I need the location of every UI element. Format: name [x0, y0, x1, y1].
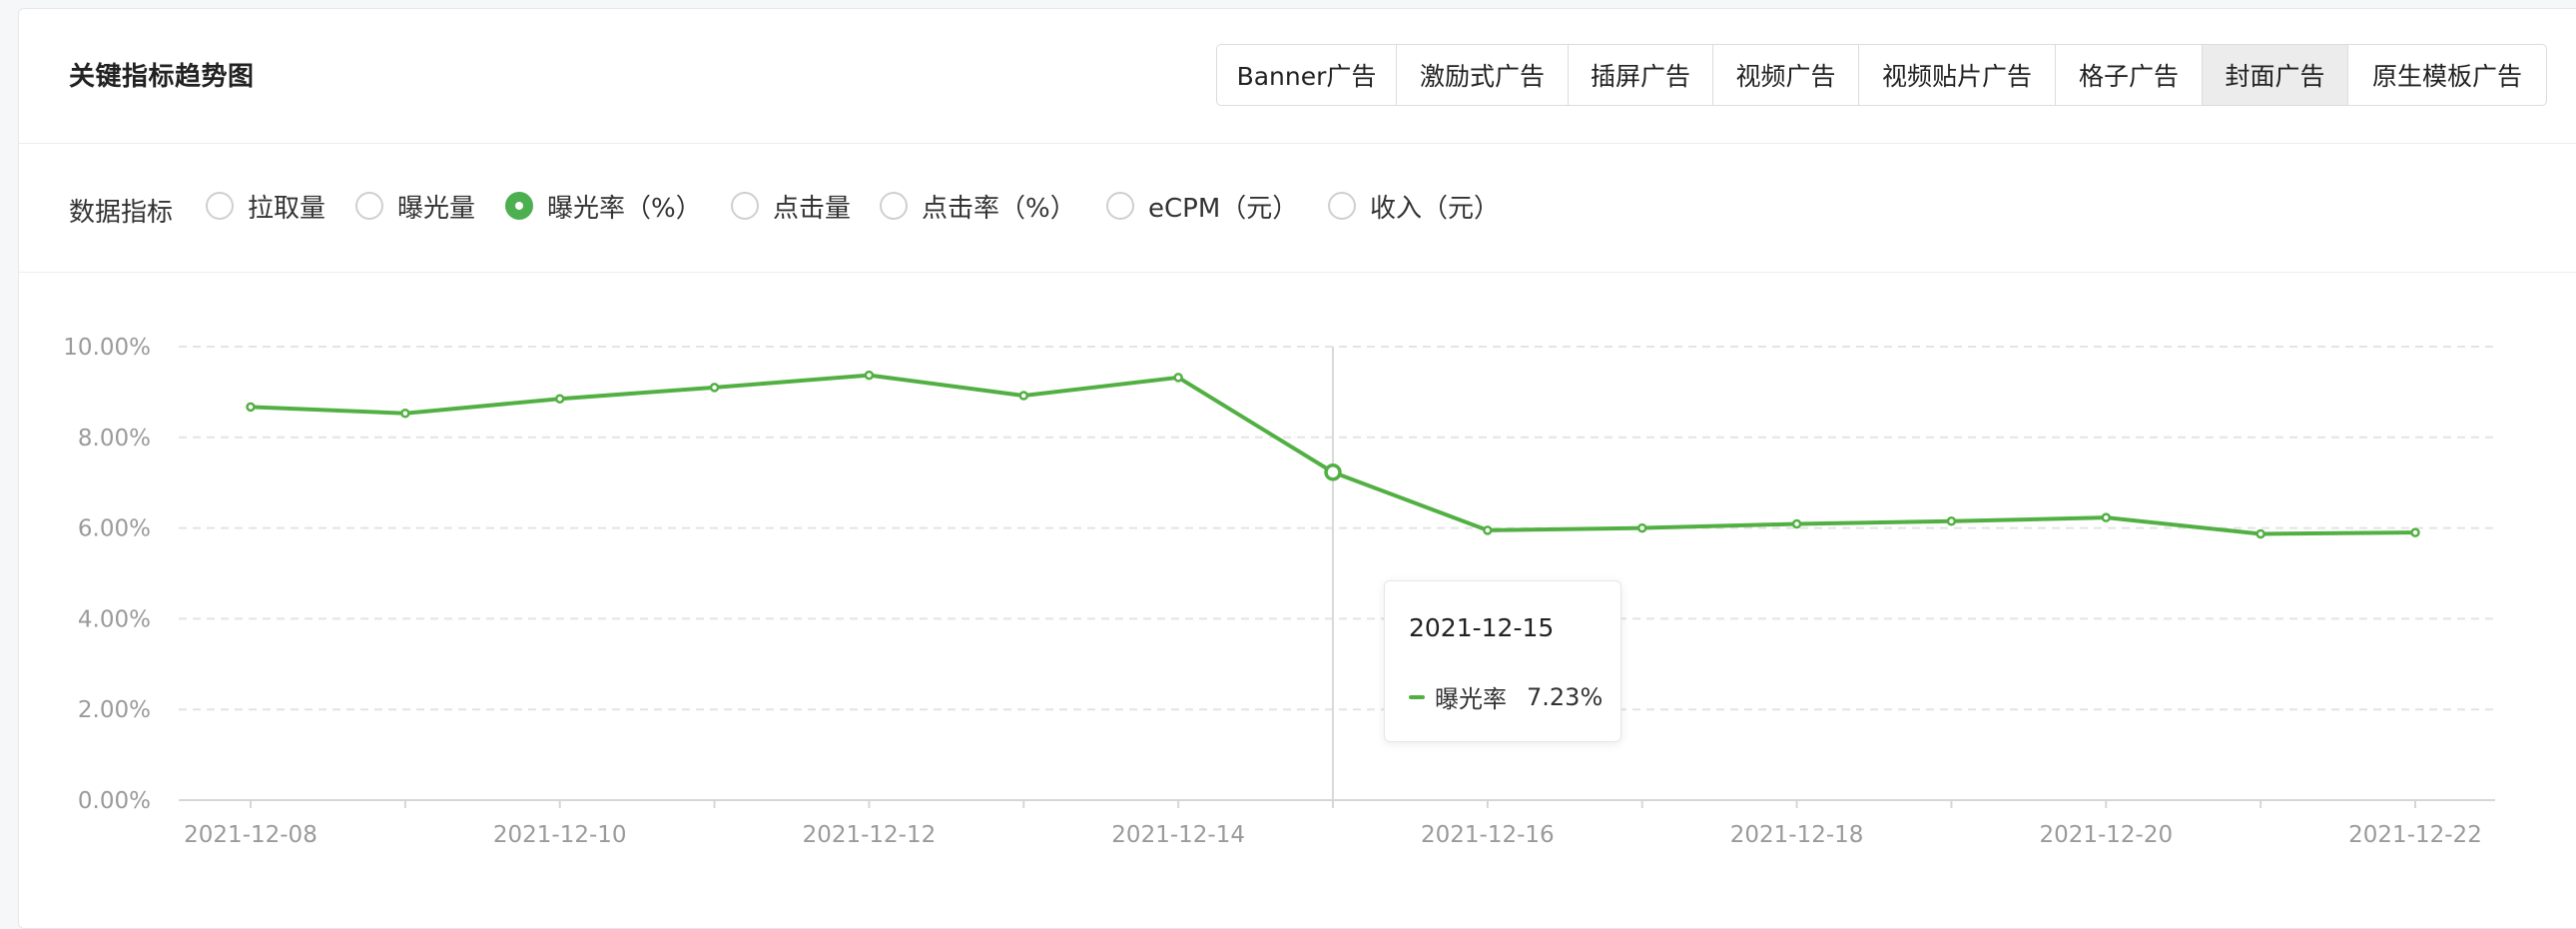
radio-label: 曝光量: [397, 193, 476, 224]
tooltip-row: 曝光率 7.23%: [1409, 679, 1603, 714]
tab-interstitial-ad[interactable]: 插屏广告: [1569, 45, 1713, 105]
x-tick-label: 2021-12-10: [493, 822, 627, 848]
ad-type-tabs: Banner广告 激励式广告 插屏广告 视频广告 视频贴片广告 格子广告 封面广…: [1216, 44, 2547, 106]
metric-selector: 数据指标 拉取量 曝光量 曝光率（%） 点击量 点击率（%） eCPM（元） 收…: [19, 144, 2576, 273]
tooltip-date: 2021-12-15: [1409, 613, 1555, 642]
y-tick-label: 10.00%: [63, 335, 151, 361]
data-point: [2255, 528, 2265, 539]
data-point: [2101, 512, 2112, 522]
radio-label: 曝光率（%）: [547, 193, 702, 224]
page-title: 关键指标趋势图: [69, 62, 255, 92]
x-tick-label: 2021-12-14: [1111, 822, 1245, 848]
tab-grid-ad[interactable]: 格子广告: [2056, 45, 2203, 105]
radio-circle-icon: [1106, 192, 1134, 220]
data-point: [1946, 516, 1957, 526]
chart-tooltip: 2021-12-15 曝光率 7.23%: [1384, 580, 1621, 742]
data-point: [2410, 527, 2420, 537]
trend-card: 关键指标趋势图 Banner广告 激励式广告 插屏广告 视频广告 视频贴片广告 …: [18, 8, 2576, 929]
highlighted-data-point: [1324, 464, 1342, 481]
x-tick-label: 2021-12-16: [1421, 822, 1555, 848]
data-point: [864, 370, 875, 381]
data-point: [554, 394, 565, 404]
tab-rewarded-ad[interactable]: 激励式广告: [1397, 45, 1569, 105]
card-header: 关键指标趋势图 Banner广告 激励式广告 插屏广告 视频广告 视频贴片广告 …: [19, 9, 2576, 144]
radio-clicks[interactable]: 点击量: [731, 188, 851, 224]
radio-circle-icon: [880, 192, 908, 220]
tab-video-patch-ad[interactable]: 视频贴片广告: [1859, 45, 2056, 105]
tooltip-series-name: 曝光率: [1435, 685, 1507, 713]
tab-native-template-ad[interactable]: 原生模板广告: [2371, 62, 2522, 91]
radio-label: 拉取量: [248, 193, 326, 224]
radio-ecpm[interactable]: eCPM（元）: [1106, 188, 1298, 224]
y-tick-label: 2.00%: [78, 697, 151, 723]
x-tick-label: 2021-12-20: [2039, 822, 2173, 848]
radio-impression-rate[interactable]: 曝光率（%）: [505, 188, 702, 224]
data-point: [1636, 522, 1647, 533]
tab-cover-ad[interactable]: 封面广告: [2203, 45, 2348, 105]
data-point: [246, 402, 256, 413]
data-point: [400, 408, 410, 419]
radio-label: 收入（元）: [1370, 193, 1501, 224]
data-point: [1483, 525, 1493, 535]
radio-checked-icon: [505, 192, 533, 220]
data-point: [709, 383, 720, 393]
radio-revenue[interactable]: 收入（元）: [1328, 188, 1500, 224]
radio-circle-icon: [355, 192, 383, 220]
series-legend-icon: [1409, 694, 1425, 699]
tab-video-ad[interactable]: 视频广告: [1713, 45, 1859, 105]
radio-label: 点击率（%）: [922, 193, 1076, 224]
radio-label: 点击量: [773, 193, 852, 224]
x-tick-label: 2021-12-22: [2348, 822, 2482, 848]
trend-line-chart[interactable]: 0.00% 2.00% 4.00% 6.00% 8.00% 10.00% 2021-12-0…: [19, 9, 2575, 908]
radio-label: eCPM（元）: [1148, 193, 1299, 224]
metric-selector-label: 数据指标: [69, 198, 174, 228]
radio-circle-icon: [731, 192, 759, 220]
x-tick-label: 2021-12-08: [184, 822, 318, 848]
radio-impressions[interactable]: 曝光量: [355, 188, 475, 224]
data-point: [1173, 373, 1183, 383]
y-tick-label: 0.00%: [78, 788, 151, 814]
y-tick-label: 6.00%: [78, 516, 151, 542]
tab-banner-ad[interactable]: Banner广告: [1217, 45, 1397, 105]
radio-pull-count[interactable]: 拉取量: [206, 188, 325, 224]
tooltip-value: 7.23%: [1527, 682, 1604, 711]
x-tick-label: 2021-12-12: [803, 822, 937, 848]
radio-circle-icon: [206, 192, 234, 220]
x-tick-label: 2021-12-18: [1730, 822, 1864, 848]
radio-circle-icon: [1328, 192, 1356, 220]
radio-click-rate[interactable]: 点击率（%）: [880, 188, 1076, 224]
y-tick-label: 8.00%: [78, 426, 151, 452]
y-tick-label: 4.00%: [78, 606, 151, 632]
data-point: [1018, 391, 1029, 401]
data-point: [1791, 518, 1802, 529]
